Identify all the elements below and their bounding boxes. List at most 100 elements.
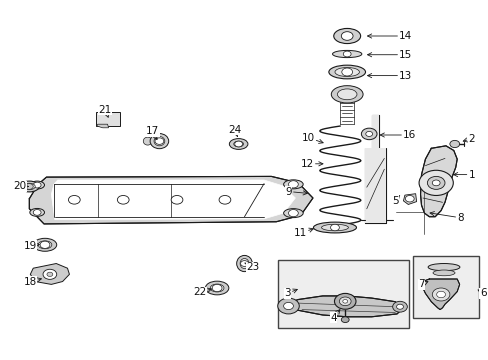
Text: 7: 7 [417, 279, 427, 289]
Polygon shape [97, 124, 108, 128]
Ellipse shape [20, 181, 39, 192]
Circle shape [431, 288, 449, 301]
Circle shape [339, 297, 350, 306]
Circle shape [47, 272, 53, 276]
Circle shape [418, 170, 452, 195]
Ellipse shape [328, 65, 365, 79]
Text: 11: 11 [293, 228, 313, 238]
Ellipse shape [333, 28, 360, 44]
Ellipse shape [33, 238, 57, 251]
Circle shape [343, 51, 350, 57]
Circle shape [288, 210, 298, 217]
Text: 17: 17 [145, 126, 159, 140]
Bar [96, 112, 120, 126]
Circle shape [341, 317, 348, 323]
Circle shape [396, 304, 403, 309]
Circle shape [392, 301, 407, 312]
Ellipse shape [240, 258, 248, 269]
Circle shape [219, 195, 230, 204]
Circle shape [431, 180, 439, 186]
Circle shape [341, 32, 352, 40]
Text: 16: 16 [380, 130, 416, 140]
Ellipse shape [150, 134, 168, 149]
Circle shape [40, 241, 50, 248]
Ellipse shape [23, 183, 35, 190]
Circle shape [283, 302, 293, 310]
Bar [371, 115, 379, 148]
Ellipse shape [30, 208, 44, 216]
Bar [412, 256, 478, 318]
Text: 24: 24 [227, 125, 241, 136]
Text: 3: 3 [284, 288, 297, 298]
Circle shape [341, 68, 352, 76]
Circle shape [334, 293, 355, 309]
Text: 12: 12 [300, 159, 322, 169]
Ellipse shape [229, 139, 247, 149]
Bar [364, 148, 386, 223]
Circle shape [68, 195, 80, 204]
Circle shape [342, 300, 347, 303]
Circle shape [240, 261, 248, 266]
Text: 9: 9 [285, 186, 306, 197]
Ellipse shape [427, 264, 459, 271]
Circle shape [25, 184, 33, 189]
Text: 2: 2 [462, 134, 474, 144]
Ellipse shape [331, 86, 362, 103]
Circle shape [212, 284, 222, 292]
Text: 1: 1 [453, 170, 474, 180]
Polygon shape [284, 296, 403, 317]
Text: 6: 6 [477, 288, 486, 298]
Circle shape [117, 195, 129, 204]
Polygon shape [421, 279, 459, 310]
Text: 14: 14 [367, 31, 412, 41]
Ellipse shape [30, 181, 44, 189]
Bar [277, 260, 408, 328]
Ellipse shape [233, 141, 243, 147]
Ellipse shape [332, 50, 361, 58]
Circle shape [365, 131, 372, 136]
Circle shape [277, 298, 299, 314]
Text: 21: 21 [98, 105, 112, 117]
Ellipse shape [313, 222, 356, 233]
Text: 19: 19 [23, 240, 40, 251]
Circle shape [234, 141, 242, 147]
Ellipse shape [283, 209, 303, 217]
Ellipse shape [38, 241, 52, 249]
Circle shape [43, 269, 57, 279]
Text: 5: 5 [391, 195, 399, 206]
Polygon shape [30, 264, 69, 284]
Ellipse shape [321, 224, 347, 231]
Text: 22: 22 [192, 287, 211, 297]
Text: 20: 20 [13, 181, 28, 192]
Ellipse shape [337, 89, 356, 100]
Text: 15: 15 [367, 50, 412, 60]
Polygon shape [51, 180, 295, 220]
Ellipse shape [432, 270, 454, 276]
Polygon shape [403, 194, 416, 204]
Ellipse shape [334, 68, 359, 77]
Ellipse shape [210, 284, 224, 292]
Circle shape [405, 195, 413, 202]
Ellipse shape [154, 136, 164, 146]
Circle shape [171, 195, 183, 204]
Text: 18: 18 [23, 276, 41, 287]
Ellipse shape [236, 256, 252, 271]
Circle shape [427, 176, 444, 189]
Circle shape [155, 138, 163, 144]
Polygon shape [420, 146, 456, 217]
Circle shape [449, 140, 459, 148]
Circle shape [361, 128, 376, 140]
Text: 13: 13 [367, 71, 412, 81]
Ellipse shape [205, 281, 228, 295]
Circle shape [330, 224, 339, 231]
Text: 8: 8 [429, 212, 463, 223]
Polygon shape [29, 176, 312, 224]
Text: 23: 23 [244, 262, 260, 272]
Ellipse shape [143, 137, 152, 145]
Ellipse shape [283, 180, 303, 189]
Circle shape [288, 181, 298, 188]
Circle shape [436, 291, 445, 298]
Text: 4: 4 [329, 310, 339, 323]
Circle shape [33, 182, 41, 188]
Circle shape [33, 210, 41, 215]
